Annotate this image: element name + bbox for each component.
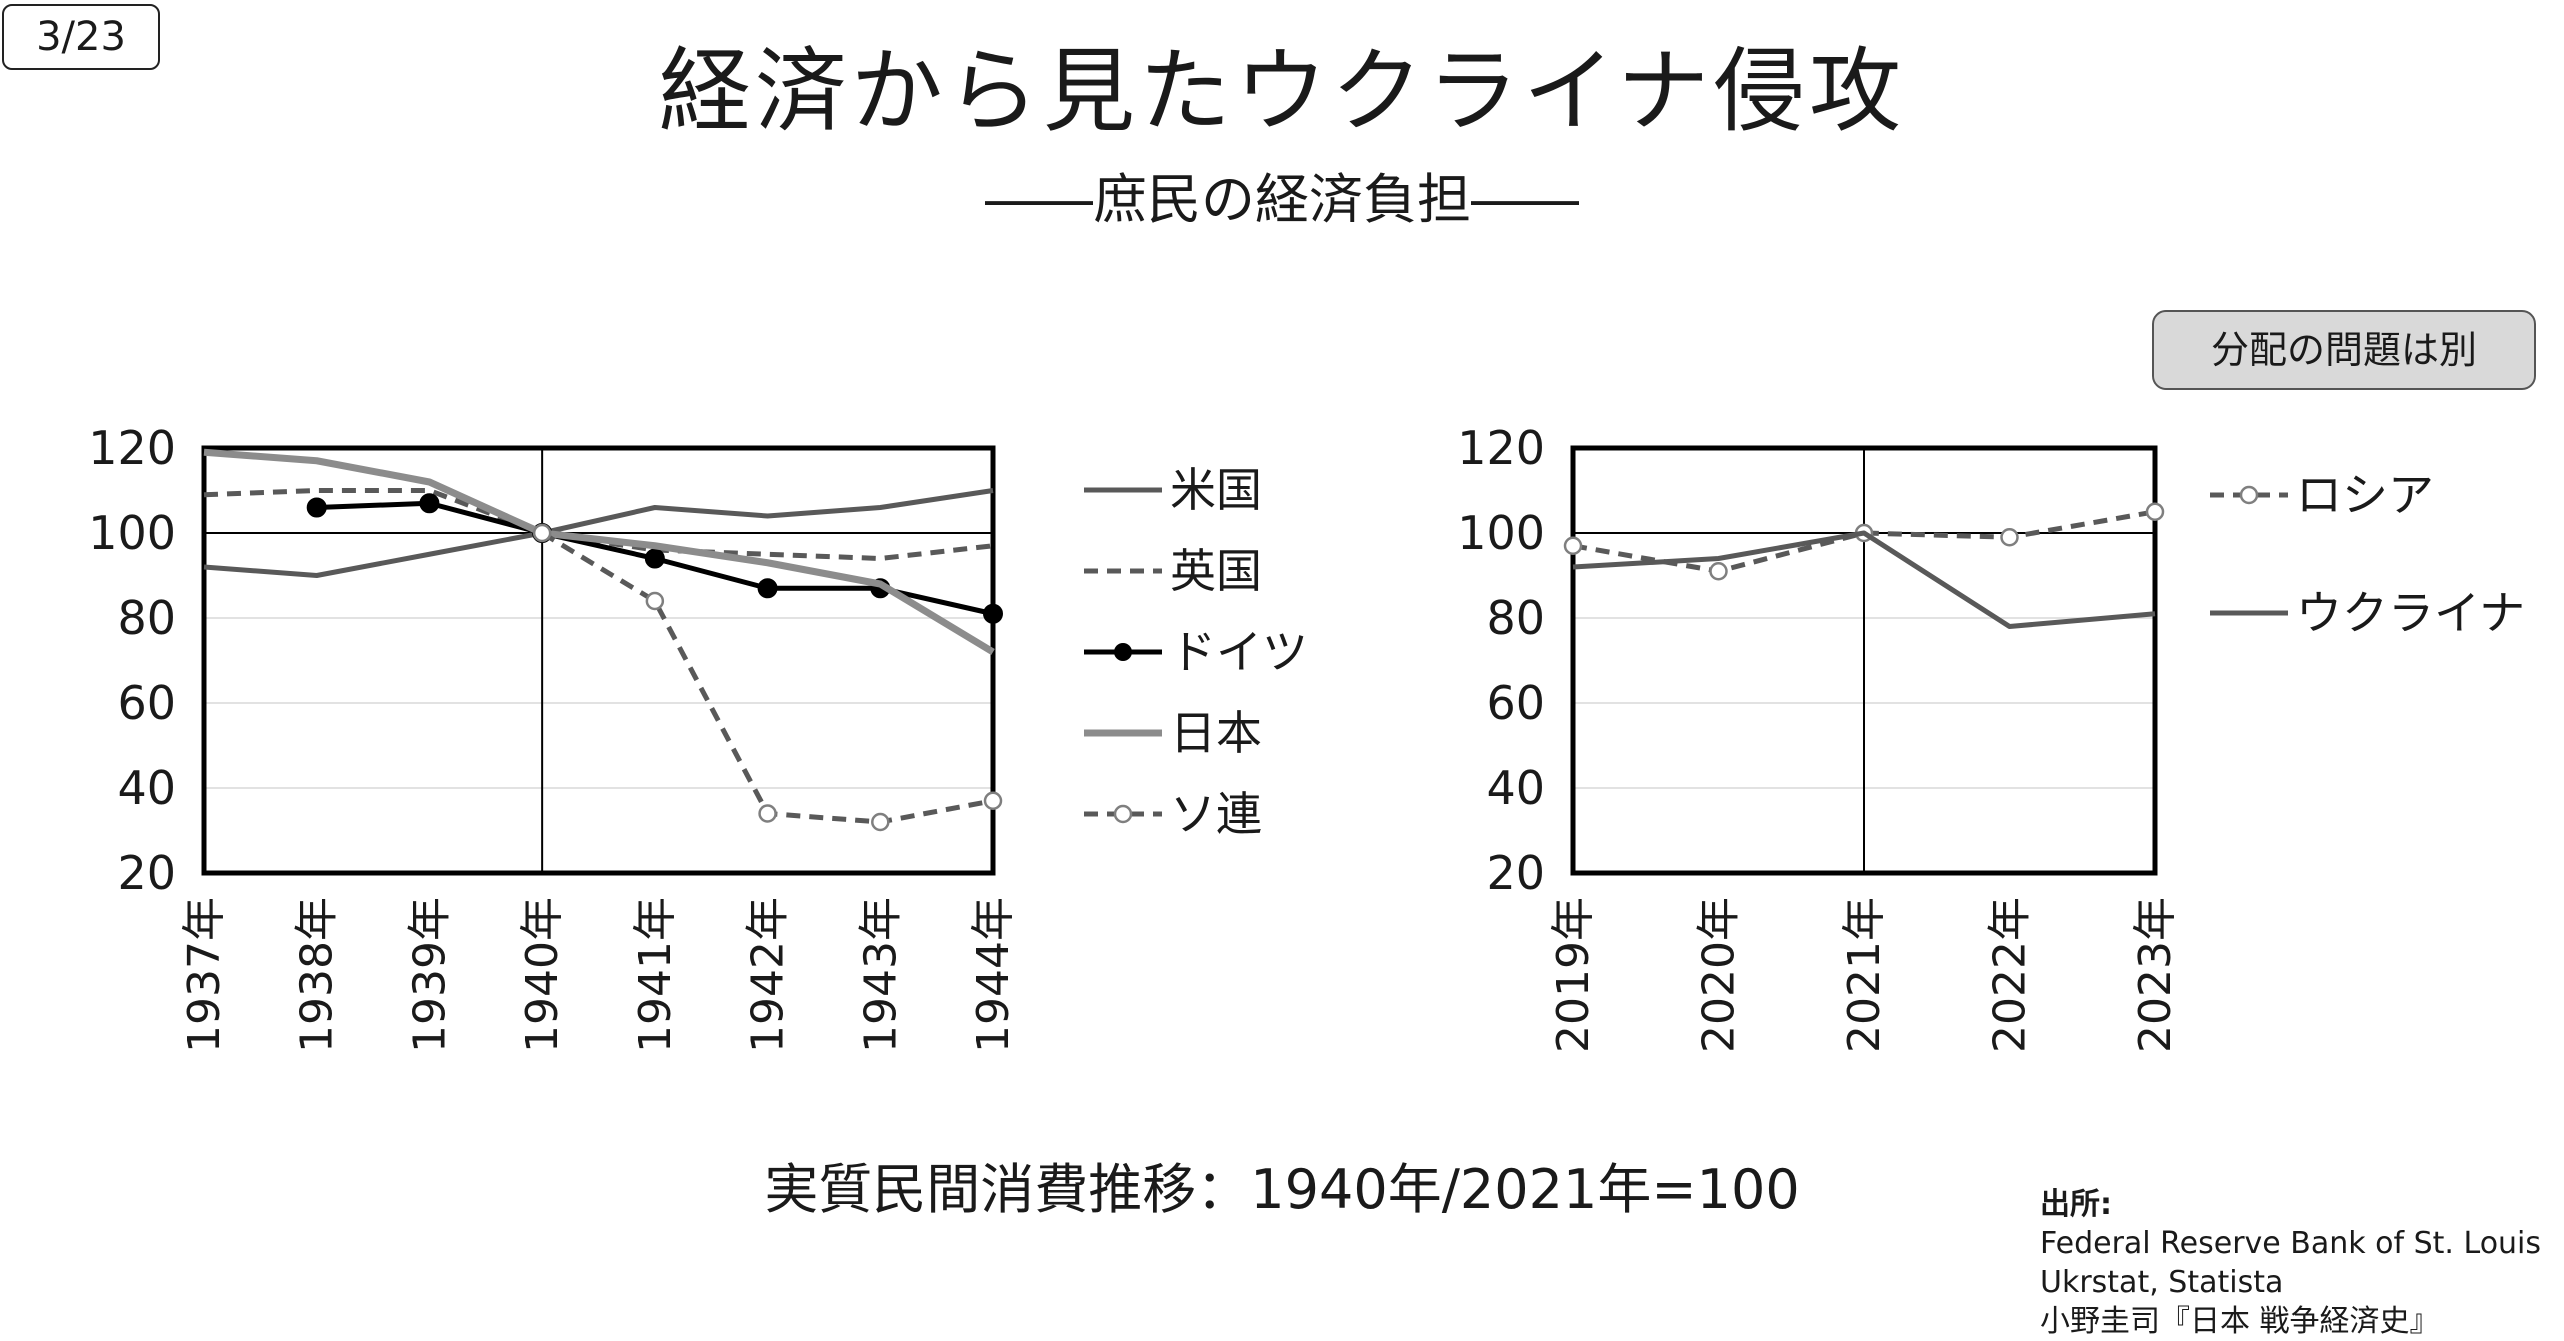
- y-tick-label: 80: [117, 591, 176, 645]
- y-tick-label: 60: [117, 676, 176, 730]
- x-tick-label: 2021年: [1839, 897, 1890, 1053]
- data-point: [419, 493, 440, 514]
- chart-caption: 実質民間消費推移：1940年/2021年=100: [764, 1158, 1800, 1221]
- distribution-note-button[interactable]: 分配の問題は別: [2152, 310, 2536, 390]
- legend-label: 米国: [1170, 463, 1262, 517]
- source-line: Federal Reserve Bank of St. Louis: [2040, 1226, 2542, 1261]
- series-2-2: ウクライナ: [1572, 530, 2525, 640]
- data-point: [983, 791, 1003, 810]
- legend-marker: [2239, 485, 2259, 505]
- source-note: 出所: Federal Reserve Bank of St. Louis Uk…: [2040, 1185, 2541, 1341]
- series-line: [540, 530, 994, 825]
- data-point: [871, 812, 890, 832]
- y-tick-label: 120: [1457, 421, 1545, 475]
- source-label: 出所:: [2040, 1187, 2112, 1222]
- x-tick-label: 1938年: [292, 897, 343, 1053]
- y-tick-label: 40: [117, 761, 176, 815]
- data-point: [532, 523, 552, 543]
- data-point: [757, 578, 778, 599]
- data-point: [1563, 536, 1583, 555]
- x-tick-label: 1943年: [855, 897, 906, 1053]
- series-line: [203, 448, 995, 655]
- line-chart-1: 20 40 60 80 100 120 1937年 1938年 1939年 1940年 1941年 1…: [88, 421, 1308, 1053]
- series-line: [203, 488, 994, 578]
- series-1-5: ソ連: [532, 523, 1262, 841]
- data-point: [758, 804, 777, 823]
- series-1-4: 日本: [203, 448, 1262, 760]
- y-tick-label: 100: [1457, 506, 1545, 560]
- y-tick-label: 40: [1486, 761, 1545, 815]
- data-point: [1709, 562, 1728, 581]
- source-line: Ukrstat, Statista: [2040, 1265, 2284, 1300]
- x-tick-label: 1942年: [743, 897, 794, 1053]
- y-tick-label: 60: [1486, 676, 1545, 730]
- series-1-3: ドイツ: [306, 493, 1308, 679]
- y-tick-label: 100: [88, 506, 176, 560]
- x-tick-label: 2019年: [1548, 897, 1599, 1053]
- data-point: [644, 548, 665, 569]
- source-line: 小野圭司『日本 戦争経済史』: [2040, 1304, 2440, 1339]
- data-point: [2145, 502, 2165, 521]
- legend-label: 日本: [1170, 706, 1262, 760]
- series-line: [1572, 530, 2156, 629]
- y-tick-label: 120: [88, 421, 176, 475]
- data-point: [645, 591, 665, 611]
- x-tick-label: 1944年: [968, 897, 1019, 1053]
- legend-label: ウクライナ: [2296, 586, 2525, 640]
- x-tick-label: 2020年: [1694, 897, 1745, 1053]
- data-point: [983, 603, 1003, 624]
- x-tick-label: 2023年: [2130, 897, 2181, 1053]
- series-2-1: ロシア: [1563, 468, 2434, 581]
- legend-label: ドイツ: [1170, 625, 1308, 679]
- plot-frame: [201, 445, 996, 876]
- legend-marker: [1113, 804, 1133, 824]
- x-tick-label: 1941年: [630, 897, 681, 1053]
- legend-marker: [1114, 643, 1132, 661]
- data-point: [306, 497, 327, 518]
- series-1-1: 米国: [203, 463, 1262, 578]
- y-tick-label: 20: [1486, 846, 1545, 900]
- page-subtitle: ――庶民の経済負担――: [985, 168, 1579, 231]
- line-chart-2: 20 40 60 80 100 120 2019年 2020年 2021年 2022年 2023年 ロ…: [1457, 421, 2525, 1053]
- x-tick-label: 1940年: [517, 897, 568, 1053]
- plot-frame: [1570, 445, 2158, 876]
- page-title: 経済から見たウクライナ侵攻: [658, 38, 1906, 145]
- data-point: [2000, 528, 2019, 547]
- y-tick-label: 80: [1486, 591, 1545, 645]
- x-tick-label: 1937年: [179, 897, 230, 1053]
- legend-label: ロシア: [2296, 468, 2434, 522]
- y-tick-label: 20: [117, 846, 176, 900]
- x-tick-label: 2022年: [1985, 897, 2036, 1053]
- x-tick-label: 1939年: [404, 897, 455, 1053]
- legend-label: ソ連: [1170, 787, 1262, 841]
- legend-label: 英国: [1170, 544, 1262, 598]
- page-number: 3/23: [2, 4, 160, 70]
